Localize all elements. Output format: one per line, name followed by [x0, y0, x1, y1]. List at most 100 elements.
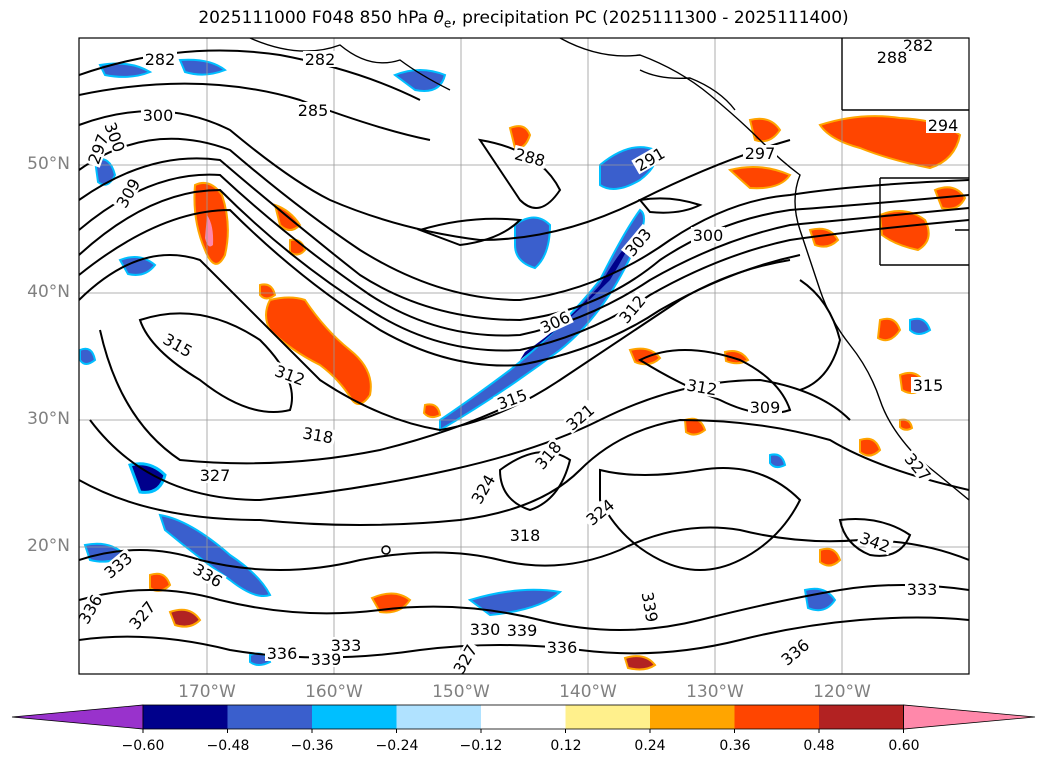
contour-label-bg — [614, 290, 650, 328]
contour-label: 339 — [311, 650, 342, 669]
contour-label: 288 — [877, 48, 908, 67]
contour-label-bg — [901, 38, 935, 53]
contour-label-bg — [683, 376, 721, 398]
contour-label-bg — [505, 622, 539, 638]
colorbar-tick-label: 0.60 — [888, 738, 920, 754]
precip-blob — [118, 255, 157, 276]
precip-blob — [909, 317, 932, 335]
contour-label-bg — [748, 399, 782, 415]
lat-label: 50°N — [27, 154, 70, 174]
title-rest-text: , precipitation PC (2025111300 - 2025111… — [451, 8, 849, 28]
precip-blob — [392, 69, 447, 92]
title-theta-subscript: e — [443, 16, 452, 31]
contour-label: 333 — [907, 580, 938, 599]
contour-label-bg — [926, 117, 960, 133]
precip-blob — [193, 182, 229, 265]
precip-blob — [168, 608, 202, 628]
contour-label: 282 — [903, 36, 934, 55]
colorbar-tick-label: −0.24 — [375, 738, 419, 754]
contour-label: 300 — [143, 106, 174, 125]
precip-blob — [683, 417, 707, 436]
contour-label-bg — [631, 143, 669, 175]
contour-label-bg — [143, 51, 177, 67]
colorbar-tick-label: −0.60 — [121, 738, 165, 754]
precip-blob — [859, 437, 882, 457]
colorbar-segment — [396, 705, 482, 729]
title-theta-symbol: θ — [433, 8, 444, 28]
precip-blob — [467, 588, 563, 617]
contour-label-bg — [159, 329, 197, 361]
precip-blob — [876, 317, 902, 342]
contour-label-bg — [900, 448, 936, 486]
contour-label: 336 — [547, 638, 578, 657]
contour-label-bg — [536, 307, 574, 337]
contour-label: 294 — [928, 116, 959, 135]
precip-blob — [79, 347, 97, 365]
lon-label: 160°W — [305, 682, 363, 702]
contour-label: 297 — [745, 144, 776, 163]
contour-label-bg — [309, 651, 343, 667]
lon-label: 150°W — [432, 682, 490, 702]
contour-label-bg — [468, 621, 502, 637]
contour-label-bg — [124, 596, 160, 634]
contour-label-bg — [856, 528, 894, 556]
contour-label-bg — [911, 377, 945, 393]
precip-blob — [818, 115, 962, 170]
contour-label-bg — [141, 107, 175, 123]
contour-label-bg — [265, 645, 299, 661]
contour-label-bg — [508, 527, 542, 543]
lat-label: 40°N — [27, 282, 70, 302]
colorbar-segment — [312, 705, 397, 729]
contour-label-bg — [691, 227, 725, 243]
contour-label-bg — [545, 639, 579, 655]
precip-blob — [178, 58, 227, 76]
contour-label-bg — [271, 361, 309, 389]
contour-label-bg — [639, 588, 661, 626]
contour-label-bg — [84, 130, 112, 168]
contour-label-bg — [493, 385, 531, 413]
colorbar-tick-label: −0.48 — [206, 738, 250, 754]
lon-label: 130°W — [686, 682, 744, 702]
contour-label: 282 — [145, 50, 176, 69]
colorbar — [11, 704, 1036, 733]
contour-label: 336 — [267, 644, 298, 663]
contour-label-bg — [189, 559, 227, 591]
coastlines — [249, 38, 969, 501]
colorbar-tick-label: 0.24 — [634, 738, 666, 754]
colorbar-segment — [227, 705, 313, 729]
contour-label-bg — [743, 145, 777, 161]
colorbar-extend-min — [11, 704, 144, 730]
precip-blob — [158, 513, 272, 597]
lon-label: 170°W — [178, 682, 236, 702]
plot-title: 2025111000 F048 850 hPa θe, precipitatio… — [0, 8, 1047, 30]
precip-blob — [623, 655, 657, 671]
contour-label-bg — [620, 223, 656, 261]
theta-e-contours — [79, 49, 969, 659]
lon-label: 140°W — [559, 682, 617, 702]
precip-blob — [933, 186, 967, 210]
contour-label-bg — [905, 581, 939, 597]
colorbar-segment — [143, 705, 228, 729]
precip-blob — [628, 347, 662, 366]
contour-label-bg — [79, 590, 106, 628]
precip-blob — [727, 165, 792, 190]
contour-label-bg — [299, 424, 337, 446]
precip-blob — [259, 283, 277, 300]
precip-blob — [422, 403, 442, 419]
colorbar-tick-label: 0.48 — [803, 738, 835, 754]
precip-blob — [514, 216, 552, 270]
contour-label-bg — [101, 118, 129, 156]
contour-label-bg — [296, 102, 330, 118]
colorbar-segment — [565, 705, 651, 729]
contour-label-bg — [467, 470, 499, 508]
contour-label: 285 — [298, 101, 329, 120]
contour-label-bg — [329, 637, 363, 653]
precip-blob — [819, 547, 842, 567]
precip-blob — [128, 462, 167, 494]
contour-label: 300 — [693, 226, 724, 245]
contour-label-bg — [581, 494, 619, 530]
colorbar-tick-label: −0.36 — [290, 738, 334, 754]
contour-label: 333 — [331, 636, 362, 655]
contour-label-bg — [303, 51, 337, 67]
